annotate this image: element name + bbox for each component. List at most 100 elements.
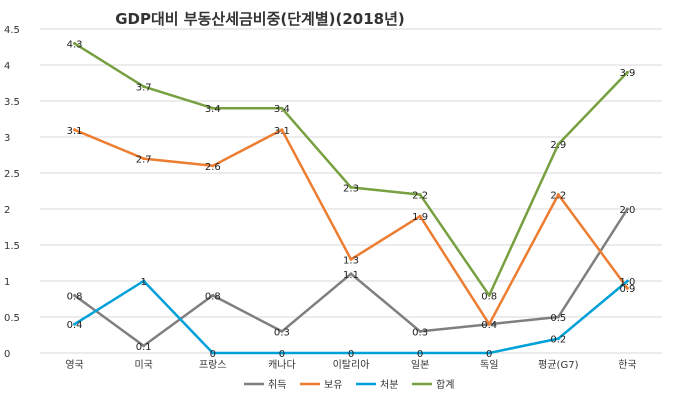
x-tick-label: 독일 [480, 359, 498, 371]
data-point [142, 344, 146, 348]
data-point [349, 351, 353, 355]
x-tick-label: 영국 [65, 359, 83, 371]
data-label: 1.0 [619, 277, 635, 288]
data-labels: 0.8 0.1 0.8 0.3 1.1 0.3 0.5 2.0 3.1 2.7 2.6 3.1 1.3 1… [67, 39, 636, 360]
legend-label: 처분 [380, 379, 398, 391]
y-tick-label: 2.5 [4, 169, 20, 180]
data-point [625, 286, 629, 290]
y-tick-label: 3 [4, 133, 10, 144]
data-label: 2.9 [550, 140, 566, 151]
series-lines [73, 41, 629, 355]
y-tick-label: 1.5 [4, 241, 20, 252]
data-point [418, 329, 422, 333]
data-label: 2.3 [343, 183, 359, 194]
data-point [418, 193, 422, 197]
data-label: 3.9 [619, 68, 635, 79]
data-label: 3.1 [67, 126, 83, 137]
x-axis: 영국 미국 프랑스 캐나다 이탈리아 일본 독일 평균(G7) 한국 [65, 358, 636, 371]
x-tick-label: 일본 [411, 359, 429, 371]
data-label: 3.7 [136, 83, 152, 94]
data-label: 0.2 [550, 335, 566, 346]
data-label: 0.5 [550, 313, 566, 324]
data-label: 1.3 [343, 255, 359, 266]
data-point [211, 293, 215, 297]
y-tick-label: 2 [4, 205, 10, 216]
data-point [625, 207, 629, 211]
data-label: 3.4 [205, 104, 221, 115]
data-label: 2.2 [412, 191, 428, 202]
data-label: 0.1 [136, 342, 152, 353]
data-point [211, 106, 215, 110]
data-point [73, 41, 77, 45]
data-point [418, 351, 422, 355]
data-label: 0.8 [67, 291, 83, 302]
data-label: 0 [210, 349, 216, 360]
data-label: 1 [140, 277, 146, 288]
data-point [556, 315, 560, 319]
data-label: 2.7 [136, 155, 152, 166]
y-tick-label: 4.5 [4, 25, 20, 36]
y-axis: 0 0.5 1 1.5 2 2.5 3 3.5 4 4.5 [4, 25, 20, 360]
data-label: 0.4 [481, 320, 497, 331]
data-point [487, 322, 491, 326]
data-label: 0 [279, 349, 285, 360]
x-tick-label: 캐나다 [268, 359, 296, 371]
data-label: 0 [348, 349, 354, 360]
y-tick-label: 4 [4, 61, 10, 72]
y-tick-label: 0.5 [4, 313, 20, 324]
data-point [211, 351, 215, 355]
data-label: 0.8 [481, 291, 497, 302]
legend-label: 취득 [268, 379, 286, 391]
y-tick-label: 1 [4, 277, 10, 288]
legend-label: 합계 [436, 379, 454, 391]
data-point [487, 351, 491, 355]
data-point [211, 164, 215, 168]
data-label: 3.4 [274, 104, 290, 115]
data-point [625, 279, 629, 283]
x-tick-label: 평균(G7) [538, 359, 578, 371]
data-label: 2.6 [205, 162, 221, 173]
data-point [349, 185, 353, 189]
data-point [280, 106, 284, 110]
data-label: 0.3 [274, 327, 290, 338]
data-label: 2.2 [550, 191, 566, 202]
data-label: 1.1 [343, 270, 359, 281]
data-point [142, 279, 146, 283]
x-tick-label: 미국 [134, 359, 152, 371]
data-label: 1.9 [412, 212, 428, 223]
y-tick-label: 3.5 [4, 97, 20, 108]
data-label: 0 [417, 349, 423, 360]
chart-title: GDP대비 부동산세금비중(단계별)(2018년) [115, 10, 405, 28]
data-label: 0.4 [67, 320, 83, 331]
data-point [73, 322, 77, 326]
data-point [280, 351, 284, 355]
data-point [487, 293, 491, 297]
data-point [73, 293, 77, 297]
legend-label: 보유 [324, 379, 342, 391]
data-label: 0 [486, 349, 492, 360]
data-point [349, 272, 353, 276]
x-tick-label: 프랑스 [199, 359, 227, 371]
legend: 취득 보유 처분 합계 [244, 379, 454, 391]
data-point [556, 337, 560, 341]
data-point [418, 214, 422, 218]
x-tick-label: 이탈리아 [333, 358, 370, 371]
data-point [556, 193, 560, 197]
data-label: 0.3 [412, 327, 428, 338]
data-point [349, 257, 353, 261]
data-point [556, 142, 560, 146]
data-point [280, 128, 284, 132]
data-point [625, 70, 629, 74]
data-point [142, 85, 146, 89]
data-point [142, 157, 146, 161]
y-tick-label: 0 [4, 349, 10, 360]
data-point [73, 128, 77, 132]
data-label: 2.0 [619, 205, 635, 216]
data-label: 0.8 [205, 291, 221, 302]
data-label: 0.9 [619, 284, 635, 295]
data-label: 3.1 [274, 126, 290, 137]
x-tick-label: 한국 [618, 359, 636, 371]
data-point [280, 329, 284, 333]
